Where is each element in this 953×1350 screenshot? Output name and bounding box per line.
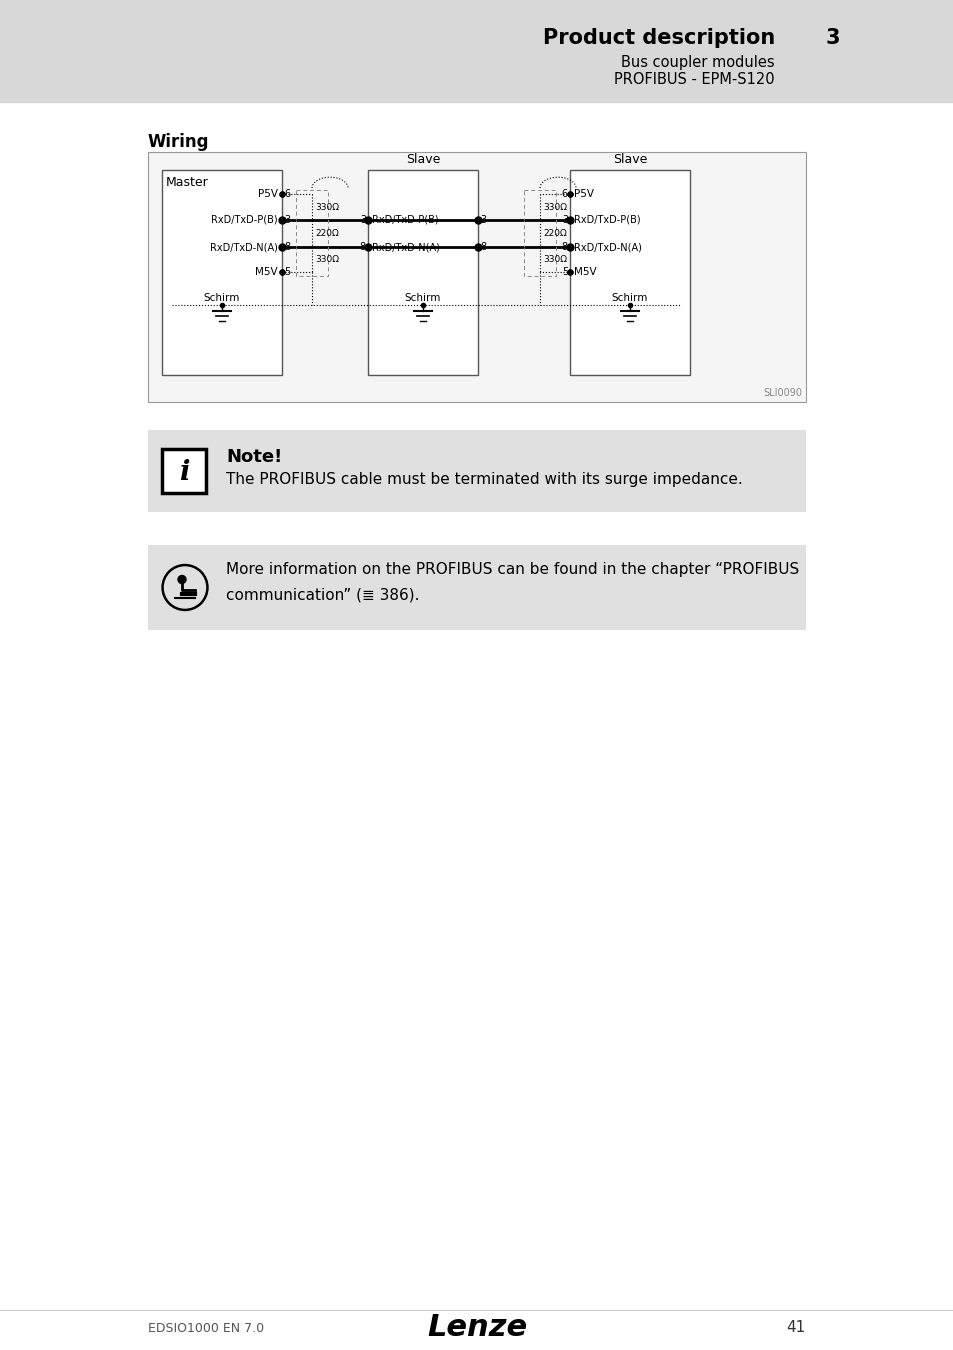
Text: RxD/TxD-N(A): RxD/TxD-N(A): [372, 242, 439, 252]
Bar: [0, 0, 953, 103]
Text: 8: 8: [284, 242, 290, 252]
Bar: [368, 170, 477, 375]
Text: PROFIBUS - EPM-S120: PROFIBUS - EPM-S120: [614, 73, 774, 88]
Text: 330Ω: 330Ω: [542, 255, 566, 265]
Text: More information on the PROFIBUS can be found in the chapter “PROFIBUS: More information on the PROFIBUS can be …: [226, 562, 799, 576]
Text: M5V: M5V: [255, 267, 277, 277]
Text: EDSIO1000 EN 7.0: EDSIO1000 EN 7.0: [148, 1322, 264, 1335]
Circle shape: [178, 575, 186, 583]
Text: 6: 6: [561, 189, 567, 198]
Text: Product description: Product description: [542, 28, 774, 49]
Bar: [523, 190, 556, 275]
Text: 3: 3: [359, 215, 366, 225]
Text: 8: 8: [561, 242, 567, 252]
Text: The PROFIBUS cable must be terminated with its surge impedance.: The PROFIBUS cable must be terminated wi…: [226, 472, 742, 487]
Bar: [162, 170, 282, 375]
Text: Schirm: Schirm: [404, 293, 440, 302]
Text: Lenze: Lenze: [427, 1314, 526, 1342]
Text: 8: 8: [479, 242, 486, 252]
Text: 220Ω: 220Ω: [314, 230, 338, 238]
Text: 41: 41: [786, 1320, 805, 1335]
Bar: [569, 170, 689, 375]
Text: 330Ω: 330Ω: [314, 202, 338, 212]
Text: Master: Master: [166, 176, 209, 189]
Text: RxD/TxD-P(B): RxD/TxD-P(B): [574, 215, 640, 225]
Text: 220Ω: 220Ω: [542, 230, 566, 238]
Text: RxD/TxD-P(B): RxD/TxD-P(B): [212, 215, 277, 225]
Text: Slave: Slave: [612, 153, 646, 166]
Text: Schirm: Schirm: [204, 293, 240, 302]
Text: 8: 8: [359, 242, 366, 252]
Text: 5: 5: [561, 267, 567, 277]
Bar: [148, 545, 805, 630]
Text: P5V: P5V: [574, 189, 594, 198]
Text: Schirm: Schirm: [611, 293, 647, 302]
Text: communication” (≣ 386).: communication” (≣ 386).: [226, 587, 419, 602]
Text: M5V: M5V: [574, 267, 596, 277]
Text: 3: 3: [479, 215, 486, 225]
Text: SLI0090: SLI0090: [762, 387, 801, 398]
Circle shape: [162, 564, 208, 610]
Text: 3: 3: [561, 215, 567, 225]
Text: P5V: P5V: [257, 189, 277, 198]
Bar: [295, 190, 328, 275]
Text: 3: 3: [284, 215, 290, 225]
Text: 3: 3: [824, 28, 840, 49]
Bar: [148, 153, 805, 402]
Text: i: i: [178, 459, 189, 486]
Text: 330Ω: 330Ω: [542, 202, 566, 212]
Text: 6: 6: [284, 189, 290, 198]
Text: RxD/TxD-N(A): RxD/TxD-N(A): [574, 242, 641, 252]
Text: RxD/TxD-N(A): RxD/TxD-N(A): [210, 242, 277, 252]
Circle shape: [164, 567, 205, 608]
Text: RxD/TxD-P(B): RxD/TxD-P(B): [372, 215, 438, 225]
Text: 5: 5: [284, 267, 290, 277]
Text: Note!: Note!: [226, 448, 282, 466]
Text: Wiring: Wiring: [148, 134, 210, 151]
Text: Bus coupler modules: Bus coupler modules: [620, 54, 774, 69]
Text: 330Ω: 330Ω: [314, 255, 338, 265]
Bar: [148, 431, 805, 512]
Text: Slave: Slave: [405, 153, 439, 166]
Bar: [162, 450, 206, 493]
